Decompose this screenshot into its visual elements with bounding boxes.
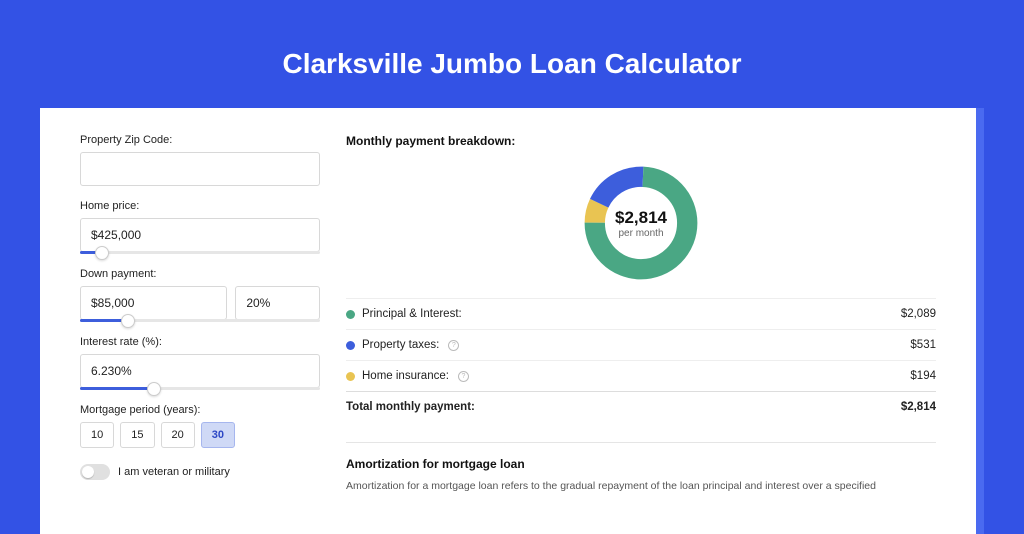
mortgage-period-option-10[interactable]: 10 — [80, 422, 114, 448]
breakdown-row: Principal & Interest: $2,089 — [346, 298, 936, 329]
breakdown-list: Principal & Interest: $2,089 Property taxe… — [346, 298, 936, 391]
home-price-input[interactable] — [80, 218, 320, 252]
zip-input[interactable] — [80, 152, 320, 186]
amortization-title: Amortization for mortgage loan — [346, 457, 936, 471]
veteran-toggle-row: I am veteran or military — [80, 464, 320, 480]
down-payment-slider[interactable] — [80, 319, 320, 322]
info-icon[interactable]: ? — [448, 340, 459, 351]
down-payment-field-group: Down payment: — [80, 268, 320, 322]
calculator-card: Property Zip Code: Home price: Down paym… — [40, 108, 976, 534]
breakdown-row: Property taxes:? $531 — [346, 329, 936, 360]
total-row: Total monthly payment: $2,814 — [346, 391, 936, 422]
interest-rate-field-group: Interest rate (%): — [80, 336, 320, 390]
breakdown-row: Home insurance:? $194 — [346, 360, 936, 391]
interest-rate-slider-thumb[interactable] — [147, 382, 161, 396]
legend-dot-icon — [346, 341, 355, 350]
zip-label: Property Zip Code: — [80, 134, 320, 146]
breakdown-column: Monthly payment breakdown: $2,814 per mo… — [346, 134, 936, 494]
veteran-toggle[interactable] — [80, 464, 110, 480]
breakdown-item-value: $531 — [910, 339, 936, 351]
amortization-text: Amortization for a mortgage loan refers … — [346, 479, 936, 494]
donut-amount: $2,814 — [615, 208, 667, 228]
donut-chart: $2,814 per month — [580, 162, 702, 284]
breakdown-item-value: $194 — [910, 370, 936, 382]
down-payment-pct-input[interactable] — [235, 286, 320, 320]
inputs-column: Property Zip Code: Home price: Down paym… — [80, 134, 320, 494]
legend-dot-icon — [346, 372, 355, 381]
mortgage-period-label: Mortgage period (years): — [80, 404, 320, 416]
page-title: Clarksville Jumbo Loan Calculator — [0, 0, 1024, 108]
legend-dot-icon — [346, 310, 355, 319]
home-price-field-group: Home price: — [80, 200, 320, 254]
mortgage-period-option-15[interactable]: 15 — [120, 422, 154, 448]
breakdown-item-value: $2,089 — [901, 308, 936, 320]
donut-center: $2,814 per month — [580, 162, 702, 284]
down-payment-slider-thumb[interactable] — [121, 314, 135, 328]
total-label: Total monthly payment: — [346, 401, 475, 413]
breakdown-title: Monthly payment breakdown: — [346, 134, 936, 148]
breakdown-item-label: Principal & Interest: — [362, 308, 462, 320]
home-price-label: Home price: — [80, 200, 320, 212]
interest-rate-label: Interest rate (%): — [80, 336, 320, 348]
interest-rate-input[interactable] — [80, 354, 320, 388]
veteran-label: I am veteran or military — [118, 466, 230, 478]
total-value: $2,814 — [901, 401, 936, 413]
down-payment-amount-input[interactable] — [80, 286, 227, 320]
zip-field-group: Property Zip Code: — [80, 134, 320, 186]
mortgage-period-options: 1015 2030 — [80, 422, 320, 448]
amortization-section: Amortization for mortgage loan Amortizat… — [346, 442, 936, 494]
info-icon[interactable]: ? — [458, 371, 469, 382]
veteran-toggle-knob — [82, 466, 94, 478]
home-price-slider[interactable] — [80, 251, 320, 254]
donut-subtext: per month — [618, 228, 663, 239]
mortgage-period-field-group: Mortgage period (years): 1015 2030 — [80, 404, 320, 448]
mortgage-period-option-20[interactable]: 20 — [161, 422, 195, 448]
interest-rate-slider-fill — [80, 387, 154, 390]
breakdown-item-label: Property taxes: — [362, 339, 439, 351]
down-payment-label: Down payment: — [80, 268, 320, 280]
breakdown-item-label: Home insurance: — [362, 370, 449, 382]
mortgage-period-option-30[interactable]: 30 — [201, 422, 235, 448]
card-shadow-wrap: Property Zip Code: Home price: Down paym… — [40, 108, 984, 534]
interest-rate-slider[interactable] — [80, 387, 320, 390]
donut-chart-wrap: $2,814 per month — [346, 156, 936, 298]
home-price-slider-thumb[interactable] — [95, 246, 109, 260]
